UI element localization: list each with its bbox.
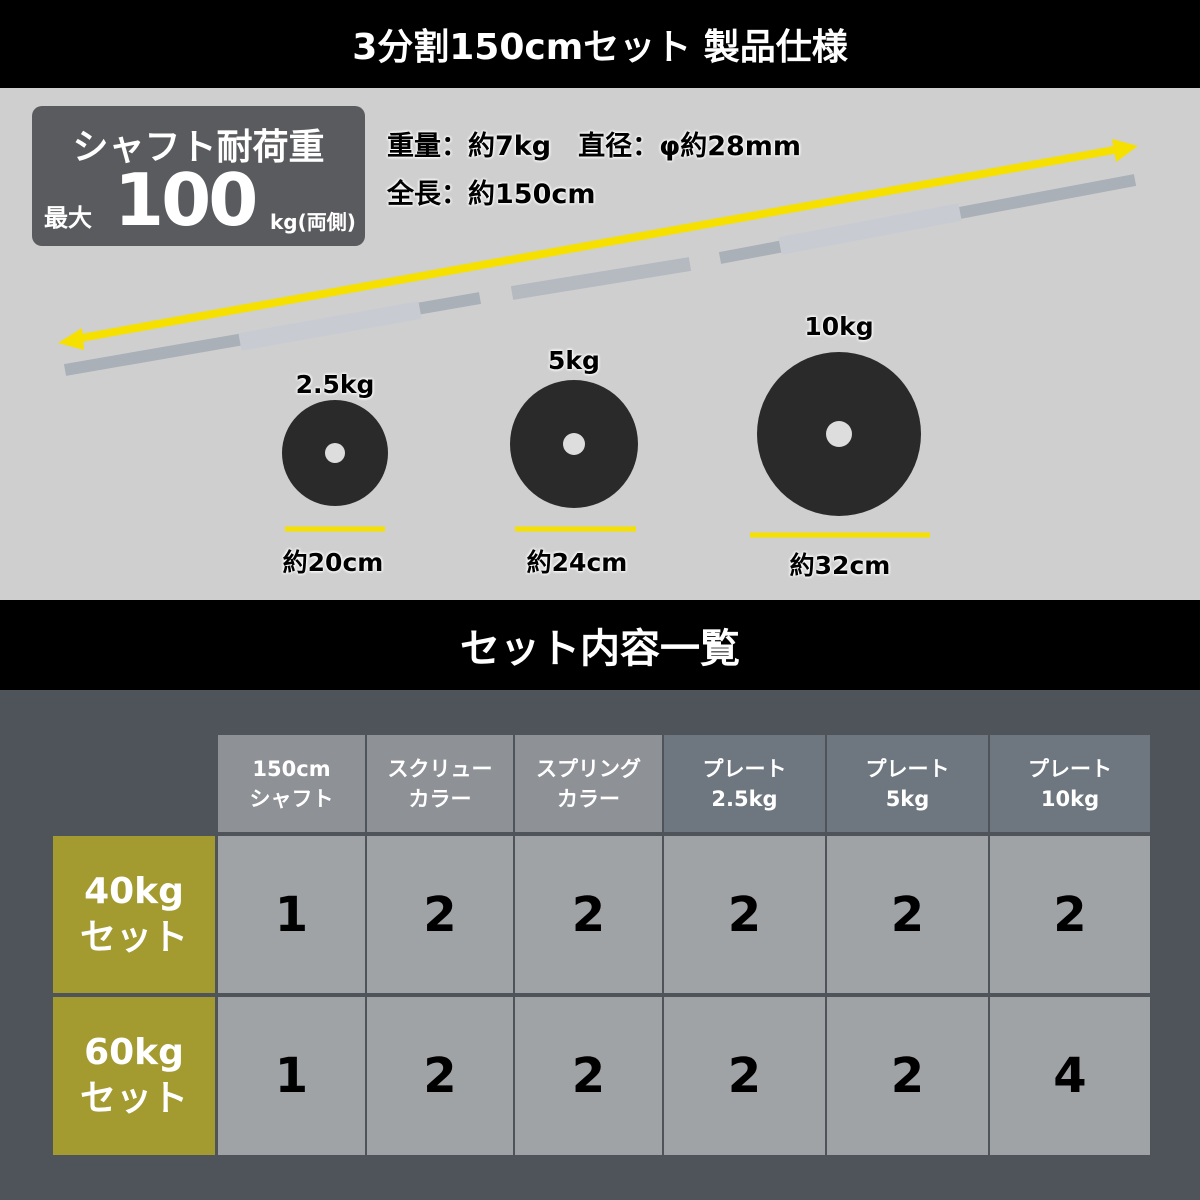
- column-header: プレート 10kg: [990, 735, 1150, 832]
- arrow-head-right: [1112, 139, 1138, 162]
- length-arrow-line: [69, 144, 1126, 344]
- plate-weight-label: 2.5kg: [295, 370, 375, 399]
- table-cell: 1: [218, 997, 365, 1155]
- plate-size-label: 約24cm: [526, 548, 628, 577]
- table-cell: 2: [515, 836, 662, 993]
- table-cell: 2: [827, 997, 988, 1155]
- table-cell: 2: [367, 836, 513, 993]
- plate-size-label: 約20cm: [282, 548, 384, 577]
- arrow-head-left: [58, 328, 84, 350]
- column-header: スクリュー カラー: [367, 735, 513, 832]
- page-title: 3分割150cmセット 製品仕様: [0, 0, 1200, 88]
- table-cell: 4: [990, 997, 1150, 1155]
- column-header: プレート 2.5kg: [664, 735, 825, 832]
- load-capacity-badge: シャフト耐荷重 最大 100 kg(両側): [32, 106, 365, 246]
- badge-title: シャフト耐荷重: [72, 127, 325, 168]
- table-cell: 2: [827, 836, 988, 993]
- plate-weight-label: 5kg: [548, 346, 600, 375]
- table-cell: 2: [367, 997, 513, 1155]
- section-title: セット内容一覧: [0, 600, 1200, 690]
- row-label: 60kg セット: [53, 997, 215, 1155]
- badge-prefix: 最大: [44, 204, 92, 232]
- plate-weight-label: 10kg: [804, 312, 874, 341]
- column-header: プレート 5kg: [827, 735, 988, 832]
- shaft-left: [63, 292, 482, 376]
- plate-10kg: [757, 352, 921, 516]
- badge-value: 100: [114, 158, 258, 242]
- spec-length: 全長：約150cm: [387, 179, 596, 210]
- column-header: スプリング カラー: [515, 735, 662, 832]
- table-cell: 2: [990, 836, 1150, 993]
- spec-weight-diameter: 重量：約7kg 直径：φ約28mm: [387, 131, 802, 162]
- table-cell: 2: [664, 836, 825, 993]
- shaft-right: [718, 174, 1137, 264]
- table-cell: 2: [515, 997, 662, 1155]
- plate-2.5kg: [282, 400, 388, 506]
- barbell-illustration: [58, 139, 1138, 538]
- plate-size-label: 約32cm: [789, 551, 891, 580]
- row-label: 40kg セット: [53, 836, 215, 993]
- table-cell: 1: [218, 836, 365, 993]
- column-header: 150cm シャフト: [218, 735, 365, 832]
- table-cell: 2: [664, 997, 825, 1155]
- badge-unit: kg(両側): [270, 210, 356, 234]
- plate-5kg: [510, 380, 638, 508]
- spec-section: シャフト耐荷重 最大 100 kg(両側) 重量：約7kg 直径：φ約28mm …: [0, 88, 1200, 600]
- shaft-middle: [510, 257, 692, 300]
